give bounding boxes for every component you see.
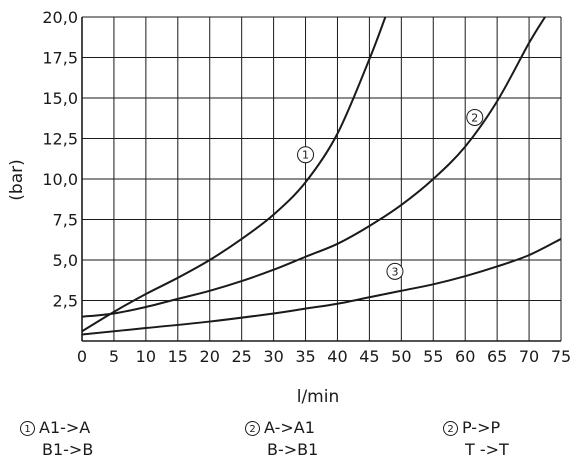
series-line-2 — [81, 16, 546, 318]
series-line-1 — [81, 16, 387, 333]
curve-marker-1: 1 — [297, 146, 315, 164]
x-tick-label: 75 — [551, 347, 571, 366]
x-tick-label: 5 — [109, 347, 119, 366]
y-tick-label: 5,0 — [53, 251, 78, 270]
x-tick-label: 25 — [231, 347, 251, 366]
legend: 1 A1->A B1->B 2 A->A1 B->B1 2 P->P T ->T — [0, 417, 573, 468]
legend-line2: B->B1 — [267, 440, 319, 459]
x-axis-title: l/min — [297, 387, 340, 407]
chart: 1 2 3 0 5 10 15 20 25 30 35 40 45 50 55 60 65 70 75 2,5 5,… — [7, 8, 571, 407]
x-tick-label: 15 — [168, 347, 188, 366]
legend-line2: B1->B — [42, 440, 94, 459]
y-tick-label: 20,0 — [42, 8, 78, 27]
marker-circle — [297, 146, 315, 164]
marker-label: 3 — [391, 265, 398, 278]
circled-number-icon: 1 — [20, 420, 35, 436]
legend-line2: T ->T — [465, 440, 509, 459]
y-tick-label: 15,0 — [42, 89, 78, 108]
y-axis-title: (bar) — [7, 159, 27, 200]
legend-line1: A->A1 — [264, 418, 315, 437]
x-tick-label: 55 — [423, 347, 443, 366]
circled-number-icon: 2 — [443, 420, 458, 436]
circled-number-icon: 2 — [245, 420, 260, 436]
series-group — [81, 16, 562, 336]
x-tick-label: 30 — [263, 347, 283, 366]
legend-line1: A1->A — [39, 418, 91, 437]
x-tick-labels: 0 5 10 15 20 25 30 35 40 45 50 55 60 65 70 75 — [77, 347, 571, 366]
y-tick-labels: 2,5 5,0 7,5 10,0 12,5 15,0 17,5 20,0 — [42, 8, 78, 311]
y-tick-label: 17,5 — [42, 49, 78, 68]
x-tick-label: 20 — [200, 347, 220, 366]
marker-label: 2 — [471, 111, 478, 124]
x-tick-label: 0 — [77, 347, 87, 366]
y-tick-label: 2,5 — [53, 292, 78, 311]
x-tick-label: 40 — [327, 347, 347, 366]
x-tick-label: 50 — [391, 347, 411, 366]
legend-item-2: 2 A->A1 B->B1 — [245, 417, 318, 461]
marker-label: 1 — [302, 149, 309, 162]
x-tick-label: 35 — [295, 347, 315, 366]
legend-line1: P->P — [462, 418, 501, 437]
curve-marker-2: 2 — [466, 108, 484, 126]
marker-circle — [466, 108, 484, 126]
curve-marker-3: 3 — [386, 262, 404, 280]
x-tick-label: 10 — [136, 347, 156, 366]
curve-markers: 1 2 3 — [297, 108, 484, 280]
series-line-3 — [81, 238, 562, 336]
grid — [81, 16, 562, 342]
x-tick-label: 45 — [359, 347, 379, 366]
legend-item-1: 1 A1->A B1->B — [20, 417, 93, 461]
y-tick-label: 7,5 — [53, 211, 78, 230]
x-tick-label: 65 — [487, 347, 507, 366]
y-tick-label: 10,0 — [42, 170, 78, 189]
x-tick-label: 70 — [519, 347, 539, 366]
x-tick-label: 60 — [455, 347, 475, 366]
legend-item-3: 2 P->P T ->T — [443, 417, 509, 461]
marker-circle — [386, 262, 404, 280]
y-tick-label: 12,5 — [42, 130, 78, 149]
